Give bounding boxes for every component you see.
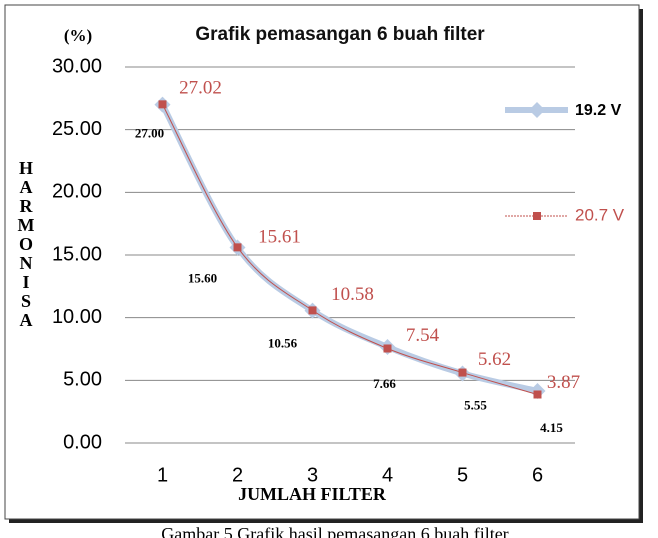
x-axis-title: JUMLAH FILTER — [238, 484, 387, 504]
marker — [533, 390, 542, 399]
data-label: 3.87 — [547, 372, 580, 393]
y-tick-label: 30.00 — [52, 55, 102, 77]
marker — [233, 243, 242, 252]
y-tick-label: 10.00 — [52, 306, 102, 328]
x-tick-label: 3 — [307, 464, 318, 486]
x-tick-label: 6 — [532, 464, 543, 486]
marker — [158, 100, 167, 109]
marker — [383, 344, 392, 353]
x-tick-label: 4 — [382, 464, 393, 486]
data-label: 27.00 — [135, 126, 164, 141]
data-label: 15.60 — [188, 270, 217, 285]
data-label: 7.66 — [373, 376, 396, 391]
x-tick-label: 5 — [457, 464, 468, 486]
marker — [458, 368, 467, 377]
data-label: 4.15 — [540, 420, 563, 435]
chart-title: Grafik pemasangan 6 buah filter — [195, 24, 485, 45]
x-tick-label: 1 — [157, 464, 168, 486]
y-tick-label: 5.00 — [63, 369, 102, 391]
legend-label: 19.2 V — [575, 102, 622, 119]
frame — [4, 4, 640, 520]
y-tick-label: 25.00 — [52, 118, 102, 140]
marker — [308, 306, 317, 315]
y-tick-label: 20.00 — [52, 181, 102, 203]
y-axis-title: HARMONISA — [16, 158, 36, 329]
data-label: 10.58 — [331, 284, 374, 305]
y-tick-label: 0.00 — [63, 431, 102, 453]
caption: Gambar 5 Grafik hasil pemasangan 6 buah … — [161, 524, 508, 538]
data-label: 27.02 — [179, 78, 222, 99]
data-label: 15.61 — [258, 227, 301, 248]
legend-marker — [533, 212, 541, 220]
x-tick-label: 2 — [232, 464, 243, 486]
legend-marker — [529, 102, 545, 118]
data-label: 10.56 — [268, 336, 298, 351]
y-unit: (%) — [64, 26, 92, 45]
data-label: 7.54 — [406, 325, 440, 346]
legend-label: 20.7 V — [575, 205, 625, 224]
y-tick-label: 15.00 — [52, 243, 102, 265]
data-label: 5.62 — [478, 349, 511, 370]
data-label: 5.55 — [464, 397, 487, 412]
